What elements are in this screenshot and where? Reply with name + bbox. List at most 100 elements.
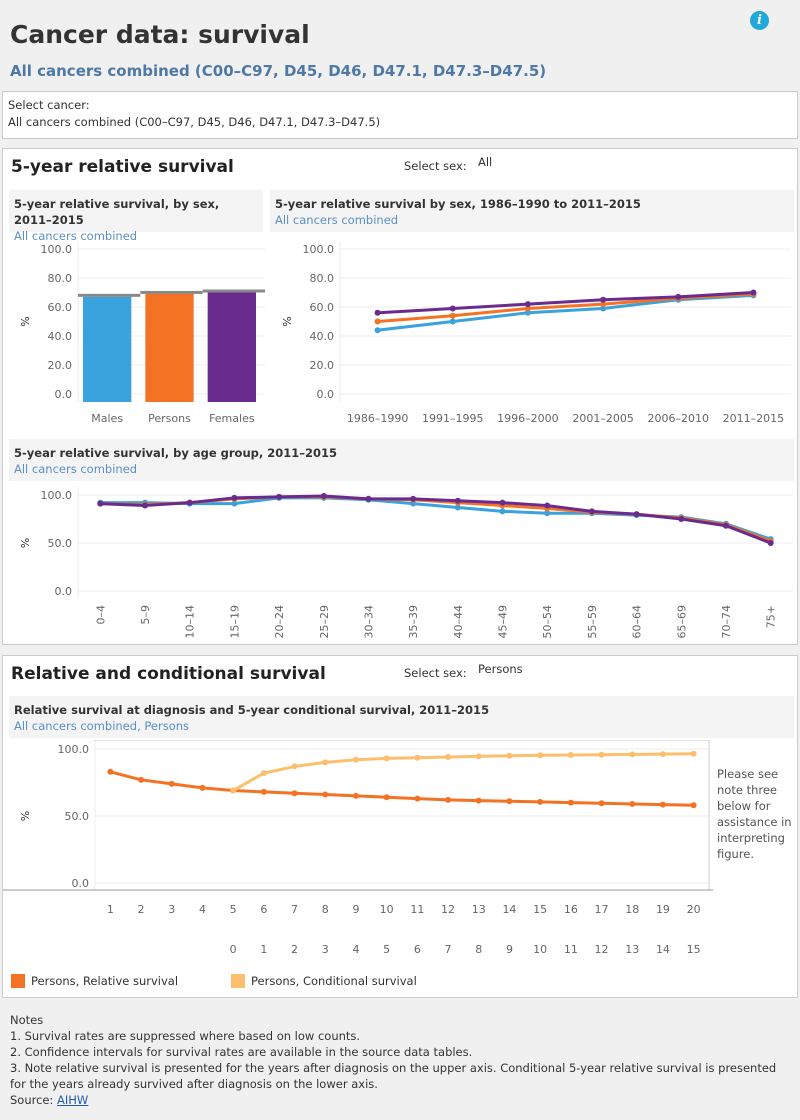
x-lower-tick-label: 10 [533,943,547,956]
x-tick-label: Persons [148,412,191,425]
x-tick-label: 1991–1995 [422,412,484,425]
chart-title: 5-year relative survival, by age group, … [14,446,338,460]
source-link[interactable]: AIHW [57,1093,89,1107]
data-point [544,510,551,517]
x-upper-tick-label: 4 [199,903,206,916]
select-sex-dropdown[interactable]: Persons [478,662,523,676]
data-point [567,752,574,759]
x-tick-label: Males [91,412,123,425]
x-lower-tick-label: 11 [564,943,578,956]
data-point [537,752,544,759]
x-upper-tick-label: 8 [322,903,329,916]
x-upper-tick-label: 12 [441,903,455,916]
notes: Notes 1. Survival rates are suppressed w… [10,1012,780,1108]
x-tick-label: 1986–1990 [347,412,409,425]
x-lower-tick-label: 1 [260,943,267,956]
data-point [659,751,666,758]
y-tick-label: 100.0 [58,743,90,756]
x-tick-label: 2001–2005 [572,412,634,425]
y-axis-label: % [19,538,32,548]
y-tick-label: 0.0 [55,585,73,598]
section-5yr-survival: 5-year relative survival Select sex: All… [2,148,798,645]
x-upper-tick-label: 14 [502,903,516,916]
x-lower-tick-label: 7 [445,943,452,956]
x-lower-tick-label: 3 [322,943,329,956]
data-point [449,318,456,325]
info-icon[interactable]: i [750,11,769,30]
data-point [690,802,697,809]
legend-label: Persons, Relative survival [31,974,179,988]
x-tick-label: 2011–2015 [723,412,785,425]
x-tick-label: 40–44 [452,605,465,639]
data-point [629,800,636,807]
y-tick-label: 50.0 [65,810,90,823]
x-upper-tick-label: 15 [533,903,547,916]
series-line [100,494,772,545]
data-point [506,752,513,759]
data-point [260,788,267,795]
select-cancer-dropdown[interactable]: Select cancer: All cancers combined (C00… [2,91,798,139]
select-sex-label: Select sex: [404,159,467,173]
data-point [506,798,513,805]
series-line [232,752,694,792]
x-tick-label: 30–34 [362,605,375,639]
x-lower-tick-label: 13 [625,943,639,956]
reference-line [202,289,265,293]
x-upper-tick-label: 11 [410,903,424,916]
panel-title-age: 5-year relative survival, by age group, … [9,439,794,481]
note-item: 3. Note relative survival is presented f… [10,1061,777,1091]
y-tick-label: 20.0 [310,359,335,372]
chart-title: 5-year relative survival, by sex, 2011–2… [14,197,220,227]
data-point [633,511,640,518]
data-point [567,799,574,806]
y-tick-label: 60.0 [48,301,73,314]
line-chart-conditional: 100.050.00.0%1 2 3 4 5 6 7 8 9 10 11 12 13 14 15 16 17 18… [3,740,713,956]
data-point [678,516,685,522]
section-title: 5-year relative survival [11,157,234,177]
y-tick-label: 80.0 [310,272,335,285]
data-point [524,301,531,308]
data-point [499,499,506,506]
x-upper-tick-label: 6 [260,903,267,916]
data-point [199,784,206,791]
y-tick-label: 0.0 [317,388,335,401]
x-tick-label: 15–19 [228,605,241,639]
notes-heading: Notes [10,1013,44,1027]
chart-subtitle: All cancers combined [14,229,138,243]
data-point [600,296,607,303]
x-upper-tick-label: 17 [595,903,609,916]
data-point [142,502,149,509]
x-upper-tick-label: 20 [687,903,701,916]
x-upper-tick-label: 18 [625,903,639,916]
x-lower-tick-label: 5 [383,943,390,956]
x-upper-tick-label: 1 [107,903,114,916]
note-item: 2. Confidence intervals for survival rat… [10,1045,473,1059]
data-point [414,795,421,802]
data-point [231,500,238,507]
series-line [377,291,754,315]
data-point [186,499,193,506]
data-point [690,750,697,757]
data-point [598,800,605,807]
data-point [544,502,551,509]
legend-item-relative[interactable]: Persons, Relative survival [11,974,178,988]
x-lower-tick-label: 9 [506,943,513,956]
data-point [722,522,729,529]
y-tick-label: 50.0 [48,537,73,550]
y-tick-label: 80.0 [48,272,73,285]
data-point [365,495,372,502]
data-point [107,768,114,775]
select-sex-dropdown[interactable]: All [478,155,493,169]
data-point [445,754,452,761]
legend-item-conditional[interactable]: Persons, Conditional survival [231,974,417,988]
data-point [374,309,381,316]
data-point [659,801,666,808]
x-tick-label: 5–9 [139,605,152,625]
x-tick-label: 45–49 [497,605,510,639]
select-cancer-value: All cancers combined (C00–C97, D45, D46,… [8,115,381,129]
line-chart-trend: 100.0 80.0 60.0 40.0 20.0 0.0% 1986–1990 1991–1… [281,241,791,425]
x-upper-tick-label: 2 [138,903,145,916]
data-point [600,305,607,312]
data-point [352,792,359,799]
data-point [138,776,145,783]
